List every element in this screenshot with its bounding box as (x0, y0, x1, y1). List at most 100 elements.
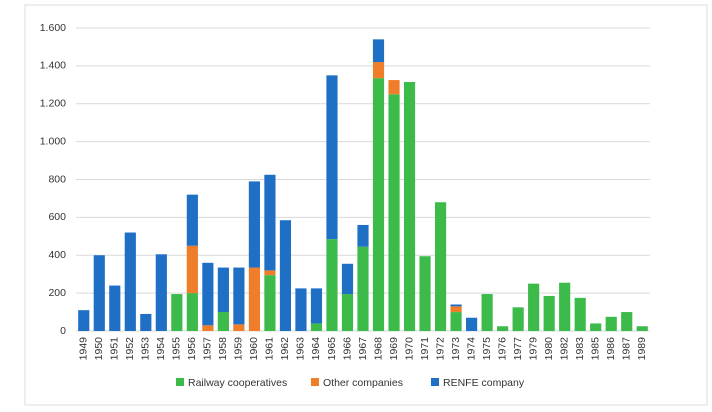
bar-segment (310, 288, 323, 324)
bar-segment (450, 312, 462, 331)
x-tick-label: 1968 (372, 337, 384, 361)
x-tick-label: 1949 (78, 337, 90, 361)
y-tick-label: 200 (48, 287, 66, 299)
x-tick-label: 1950 (93, 337, 105, 361)
legend-label: RENFE company (443, 377, 525, 389)
bar-segment (388, 80, 400, 95)
legend-label: Other companies (323, 377, 403, 389)
bar-segment (372, 78, 385, 331)
y-tick-label: 1.600 (40, 22, 66, 34)
legend-swatch (431, 378, 439, 386)
bar-segment (186, 194, 198, 246)
bar-segment (466, 317, 478, 331)
x-tick-label: 1967 (357, 337, 369, 361)
bar-segment (264, 270, 276, 276)
x-tick-label: 1973 (450, 337, 462, 361)
x-tick-label: 1960 (248, 337, 260, 361)
bar-segment (109, 285, 121, 331)
bar-segment (264, 174, 276, 271)
bar-segment (140, 313, 152, 331)
x-tick-label: 1977 (512, 337, 524, 361)
bar-segment (403, 81, 416, 331)
x-tick-label: 1964 (310, 337, 322, 361)
bar-segment (621, 312, 633, 331)
bar-segment (512, 307, 524, 331)
bar-segment (497, 326, 509, 331)
bar-segment (434, 202, 447, 331)
x-tick-label: 1952 (124, 337, 136, 361)
bar-segment (202, 262, 214, 326)
bar-segment (450, 306, 462, 313)
bar-segment (248, 267, 260, 331)
bar-segment (202, 325, 214, 331)
x-tick-label: 1969 (388, 337, 400, 361)
x-tick-label: 1956 (186, 337, 198, 361)
bar-segment (357, 224, 369, 247)
y-tick-label: 1.400 (40, 60, 66, 72)
x-tick-label: 1951 (109, 337, 121, 361)
bar-segment (124, 232, 136, 331)
bar-segment (341, 294, 354, 331)
x-tick-label: 1987 (621, 337, 633, 361)
legend-swatch (176, 378, 184, 386)
frame (24, 4, 708, 406)
x-tick-label: 1966 (341, 337, 353, 361)
x-tick-label: 1963 (295, 337, 307, 361)
x-tick-label: 1965 (326, 337, 338, 361)
bar-segment (171, 294, 183, 331)
x-tick-label: 1989 (636, 337, 648, 361)
y-tick-label: 0 (60, 325, 66, 337)
bar-segment (264, 275, 276, 331)
bar-segment (590, 323, 602, 331)
bar-segment (372, 39, 385, 63)
bar-segment (248, 181, 260, 268)
bar-segment (372, 62, 385, 79)
bar-segment (326, 75, 338, 240)
x-tick-label: 1959 (233, 337, 245, 361)
bar-segment (543, 295, 555, 331)
y-tick-label: 600 (48, 211, 66, 223)
y-tick-label: 400 (48, 249, 66, 261)
bar-segment (295, 288, 307, 331)
bar-segment (186, 245, 198, 294)
bar-segment (559, 282, 571, 331)
bar-segment (217, 312, 229, 331)
legend-label: Railway cooperatives (188, 377, 287, 389)
bar-segment (450, 304, 462, 307)
x-tick-label: 1982 (558, 337, 570, 361)
bar-segment (419, 256, 431, 331)
x-tick-label: 1985 (589, 337, 601, 361)
bar-segment (636, 326, 648, 331)
bar-segment (217, 267, 229, 313)
x-tick-label: 1954 (155, 337, 167, 361)
bar-segment (279, 220, 292, 331)
legend-swatch (311, 378, 319, 386)
x-tick-label: 1974 (465, 337, 477, 361)
bar-segment (233, 267, 245, 325)
x-tick-label: 1971 (419, 337, 431, 361)
bar-segment (481, 294, 493, 331)
bar-segment (310, 323, 323, 331)
x-tick-label: 1953 (140, 337, 152, 361)
x-tick-label: 1961 (264, 337, 276, 361)
x-tick-label: 1958 (217, 337, 229, 361)
bar-segment (357, 246, 369, 331)
bar-segment (528, 283, 540, 331)
bar-segment (233, 324, 245, 331)
x-tick-label: 1983 (574, 337, 586, 361)
bar-segment (155, 254, 167, 331)
bar-segment (574, 297, 586, 331)
bar-segment (186, 293, 198, 331)
bar-segment (388, 94, 400, 331)
x-tick-label: 1955 (171, 337, 183, 361)
bar-segment (605, 316, 617, 331)
bar-segment (326, 239, 338, 331)
x-tick-label: 1972 (434, 337, 446, 361)
x-tick-label: 1970 (403, 337, 415, 361)
bar-segment (93, 255, 105, 331)
x-tick-label: 1980 (543, 337, 555, 361)
bar-segment (78, 310, 90, 331)
y-tick-label: 1.000 (40, 135, 66, 147)
x-tick-label: 1975 (481, 337, 493, 361)
